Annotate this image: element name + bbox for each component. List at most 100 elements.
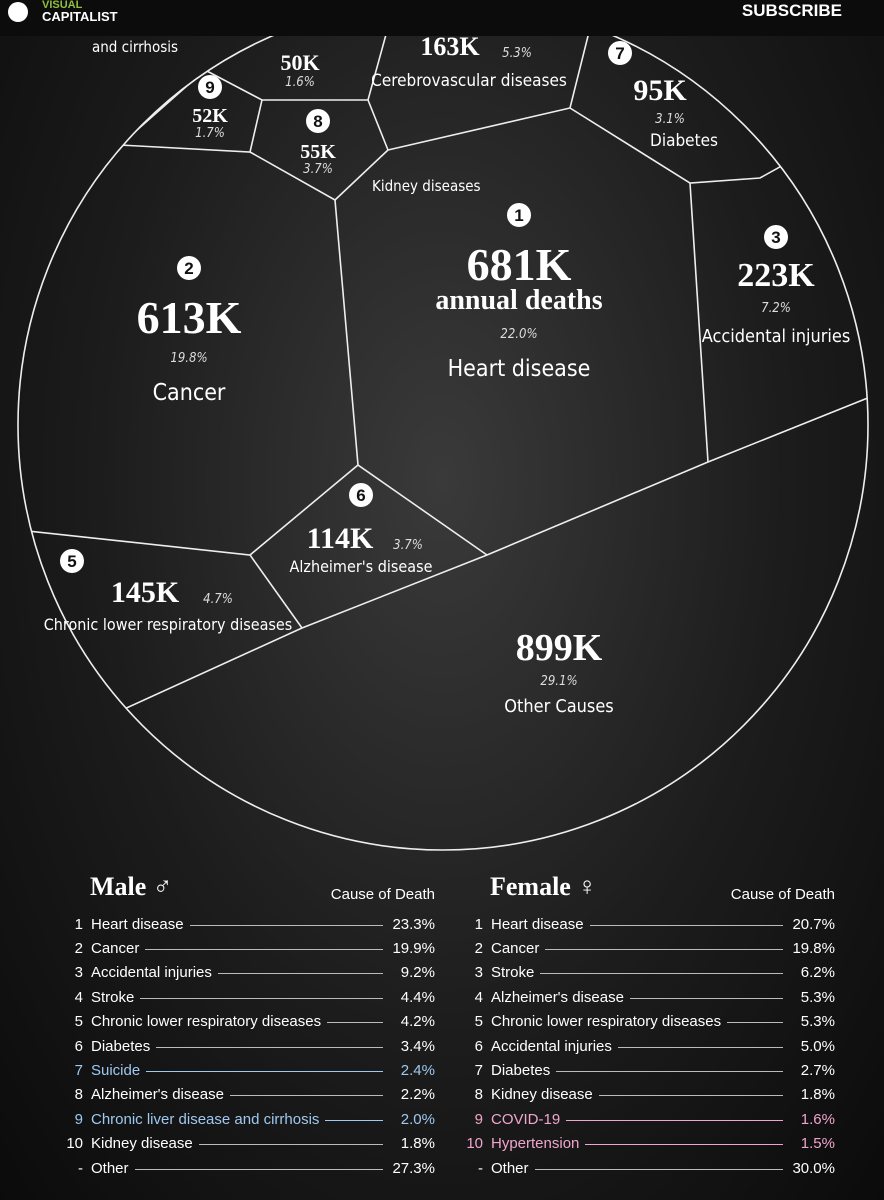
cell-value: 55K xyxy=(300,141,336,163)
cell-name: Diabetes xyxy=(650,131,718,151)
percent: 1.8% xyxy=(400,1135,435,1153)
cell-borders xyxy=(18,19,868,721)
brand: CAPITALIST xyxy=(42,9,118,24)
cause: Cancer xyxy=(491,940,540,958)
cause: Chronic lower respiratory diseases xyxy=(91,1013,322,1031)
cell-value: 899K xyxy=(516,627,603,669)
table-row: 3 Accidental injuries 9.2% xyxy=(65,961,435,985)
rank: 6 xyxy=(74,1037,83,1055)
rank-badge xyxy=(507,203,531,227)
rank-badge xyxy=(177,256,201,280)
rank-number: 6 xyxy=(356,486,365,505)
table-row: 2 Cancer 19.9% xyxy=(65,936,435,960)
cause: Heart disease xyxy=(91,915,184,933)
cause: Kidney disease xyxy=(491,1086,593,1104)
percent: 30.0% xyxy=(792,1159,835,1177)
cell-value: 681K xyxy=(467,239,572,290)
cause: Diabetes xyxy=(491,1062,551,1080)
leader-line xyxy=(540,973,783,975)
rank: 1 xyxy=(474,915,483,933)
table-row: 7 Suicide 2.4% xyxy=(65,1058,435,1082)
cause: Alzheimer's disease xyxy=(491,988,624,1006)
cause: Accidental injuries xyxy=(491,1037,612,1055)
leader-line xyxy=(629,997,783,999)
leader-line xyxy=(217,973,383,975)
rank-badge xyxy=(60,549,84,573)
percent: 5.3% xyxy=(800,1013,835,1031)
cause: Chronic liver disease and cirrhosis xyxy=(91,1110,320,1128)
leader-line xyxy=(156,1046,383,1048)
percent: 2.4% xyxy=(400,1062,435,1080)
sex-table: Male ♂ Cause of Death 1 Heart disease 23.3% 2… xyxy=(65,872,435,1180)
header-bar xyxy=(0,0,884,36)
cause: Other xyxy=(491,1159,529,1177)
cause: Accidental injuries xyxy=(91,964,212,982)
leader-line xyxy=(727,1022,783,1024)
percent: 9.2% xyxy=(400,964,435,982)
cause: Chronic lower respiratory diseases xyxy=(491,1013,722,1031)
cell-pct: 1.6% xyxy=(285,75,315,90)
table-row: 10 Hypertension 1.5% xyxy=(465,1132,835,1156)
leader-line xyxy=(327,1022,383,1024)
table-row: 6 Accidental injuries 5.0% xyxy=(465,1034,835,1058)
cell-pct: 3.1% xyxy=(655,112,685,127)
leader-line xyxy=(556,1071,783,1073)
rank: 7 xyxy=(74,1062,83,1080)
logo xyxy=(8,2,28,22)
percent: 6.2% xyxy=(800,964,835,982)
rank-number: 5 xyxy=(67,552,76,571)
rank: 2 xyxy=(74,940,83,958)
table-row: 3 Stroke 6.2% xyxy=(465,961,835,985)
leader-line xyxy=(617,1046,783,1048)
rank-badge xyxy=(198,75,222,99)
percent: 5.3% xyxy=(800,988,835,1006)
cause: Stroke xyxy=(91,988,135,1006)
percent: 23.3% xyxy=(392,915,435,933)
rank-badge xyxy=(764,225,788,249)
leader-line xyxy=(598,1095,783,1097)
table-row: 5 Chronic lower respiratory diseases 5.3% xyxy=(465,1010,835,1034)
rank: 1 xyxy=(74,915,83,933)
column-header: Cause of Death xyxy=(330,886,435,903)
leader-line xyxy=(145,949,383,951)
voronoi-chart: VISUAL CAPITALIST SUBSCRIBE and cirrhosi… xyxy=(0,0,884,851)
leader-line xyxy=(566,1119,783,1121)
table-title: Female ♀ xyxy=(490,872,597,901)
percent: 2.0% xyxy=(400,1110,435,1128)
cell-pct: 29.1% xyxy=(540,674,577,689)
cell-pct: 4.7% xyxy=(203,592,233,607)
sex-table: Female ♀ Cause of Death 1 Heart disease 20.7… xyxy=(465,872,835,1180)
rank-number: 8 xyxy=(313,112,322,131)
cell-value: 50K xyxy=(280,50,319,75)
percent: 19.9% xyxy=(392,940,435,958)
brand-top: VISUAL xyxy=(42,0,83,11)
rank-number: 2 xyxy=(184,259,193,278)
table-row: 1 Heart disease 20.7% xyxy=(465,912,835,936)
subscribe-button[interactable]: SUBSCRIBE xyxy=(742,1,842,20)
cell-pct: 3.7% xyxy=(303,162,333,177)
cell-value: 52K xyxy=(192,105,228,127)
table-title: Male ♂ xyxy=(90,872,173,901)
cell-pct: 22.0% xyxy=(500,327,537,342)
rank: 2 xyxy=(474,940,483,958)
table-row: 9 Chronic liver disease and cirrhosis 2.0% xyxy=(65,1107,435,1131)
cell-pct: 1.7% xyxy=(195,126,225,141)
cause: Diabetes xyxy=(91,1037,151,1055)
percent: 20.7% xyxy=(792,915,835,933)
rank-number: 9 xyxy=(205,78,214,97)
cell-name: Heart disease xyxy=(448,356,591,382)
rank-badges: 7 9 8 1 2 3 6 5 xyxy=(60,41,788,573)
table-row: 1 Heart disease 23.3% xyxy=(65,912,435,936)
leader-line xyxy=(229,1095,383,1097)
table-row: 6 Diabetes 3.4% xyxy=(65,1034,435,1058)
cell-value: 114K xyxy=(307,522,374,555)
table-row: 9 COVID-19 1.6% xyxy=(465,1107,835,1131)
cell-name: Alzheimer's disease xyxy=(290,557,433,576)
table-row: 2 Cancer 19.8% xyxy=(465,936,835,960)
cell-labels: and cirrhosis 50K 1.6% 163K 5.3% Cerebro… xyxy=(44,32,851,717)
rank: 5 xyxy=(474,1013,483,1031)
cause: Cancer xyxy=(91,940,140,958)
percent: 5.0% xyxy=(800,1037,835,1055)
percent: 2.7% xyxy=(800,1062,835,1080)
